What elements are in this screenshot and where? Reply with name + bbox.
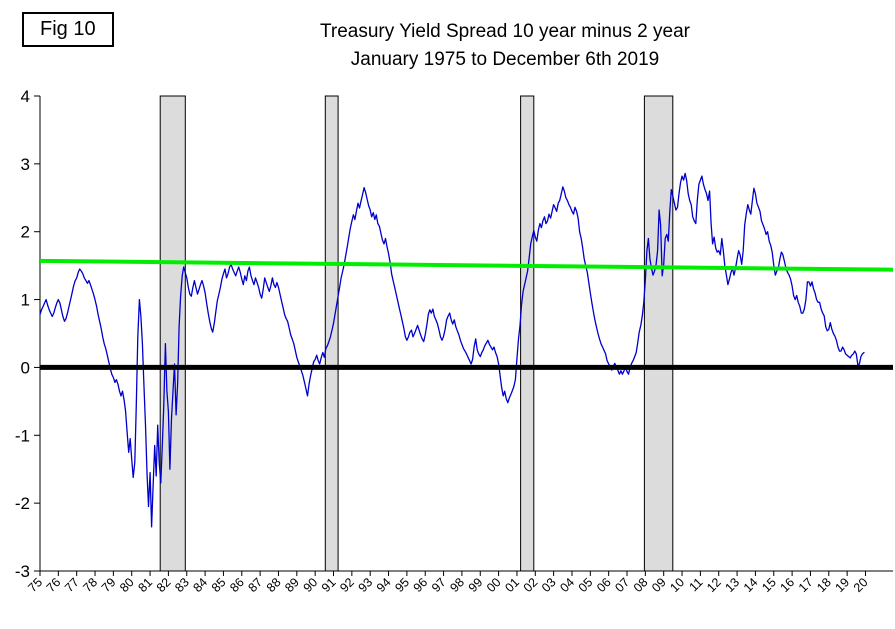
- x-axis-tick-label: 07: [612, 575, 632, 595]
- x-axis-tick-label: 16: [777, 575, 797, 595]
- x-axis-tick-label: 87: [245, 575, 265, 595]
- x-axis-tick-label: 84: [190, 575, 210, 595]
- x-axis-tick-label: 14: [741, 575, 761, 595]
- y-axis-tick-label: -2: [15, 494, 30, 513]
- x-axis-tick-label: 78: [80, 575, 100, 595]
- x-axis-tick-label: 08: [631, 575, 651, 595]
- x-axis-tick-label: 98: [447, 575, 467, 595]
- x-axis-tick-label: 17: [796, 575, 816, 595]
- y-axis-tick-label: -1: [15, 426, 30, 445]
- x-axis-tick-label: 93: [356, 575, 376, 595]
- x-axis-tick-label: 96: [411, 575, 431, 595]
- x-axis-tick-label: 99: [466, 575, 486, 595]
- x-axis-tick-label: 88: [264, 575, 284, 595]
- trend-line: [39, 258, 894, 272]
- x-axis-tick-label: 15: [759, 575, 779, 595]
- recession-band: [520, 95, 535, 572]
- x-axis-tick-label: 92: [337, 575, 357, 595]
- x-axis-tick-label: 06: [594, 575, 614, 595]
- x-axis-tick-label: 01: [502, 575, 522, 595]
- x-axis-tick-label: 09: [649, 575, 669, 595]
- recession-band: [159, 95, 186, 572]
- x-axis-tick-label: 89: [282, 575, 302, 595]
- x-axis-tick-label: 13: [722, 575, 742, 595]
- x-axis-tick-label: 19: [832, 575, 852, 595]
- x-axis-tick-label: 97: [429, 575, 449, 595]
- x-axis-tick-label: 94: [374, 575, 394, 595]
- x-axis-tick-label: 20: [851, 575, 871, 595]
- y-axis-tick-label: 1: [21, 291, 30, 310]
- x-axis-tick-label: 79: [99, 575, 119, 595]
- x-axis-tick-label: 85: [209, 575, 229, 595]
- x-axis-tick-label: 91: [319, 575, 339, 595]
- chart-title: Treasury Yield Spread 10 year minus 2 ye…: [115, 18, 895, 74]
- chart-title-line1: Treasury Yield Spread 10 year minus 2 ye…: [320, 21, 690, 42]
- figure-number-box: Fig 10: [22, 12, 114, 47]
- chart-title-line2: January 1975 to December 6th 2019: [350, 49, 660, 70]
- x-axis-tick-label: 86: [227, 575, 247, 595]
- y-axis-tick-label: 0: [21, 358, 30, 377]
- x-axis-tick-label: 11: [686, 575, 705, 594]
- spread-series-line: [39, 172, 865, 528]
- y-axis-tick-label: 2: [21, 223, 30, 242]
- x-axis-tick-label: 95: [392, 575, 412, 595]
- x-axis-tick-label: 82: [154, 575, 174, 595]
- x-axis-tick-label: 05: [576, 575, 596, 595]
- x-axis-tick-label: 76: [44, 575, 64, 595]
- x-axis-tick-label: 04: [557, 575, 577, 595]
- x-axis-tick-label: 12: [704, 575, 724, 595]
- x-axis-tick-label: 10: [667, 575, 687, 595]
- recession-band: [643, 95, 674, 572]
- x-axis-tick-label: 03: [539, 575, 559, 595]
- x-axis-tick-label: 00: [484, 575, 504, 595]
- y-axis-tick-label: -3: [15, 562, 30, 581]
- x-axis-tick-label: 77: [62, 575, 82, 595]
- x-axis-tick-label: 83: [172, 575, 192, 595]
- x-axis-tick-label: 80: [117, 575, 137, 595]
- x-axis-tick-label: 90: [301, 575, 321, 595]
- y-axis-tick-label: 4: [21, 87, 30, 106]
- x-axis-tick-label: 02: [521, 575, 541, 595]
- y-axis-tick-label: 3: [21, 155, 30, 174]
- figure-number-label: Fig 10: [40, 18, 96, 40]
- x-axis-tick-label: 18: [814, 575, 834, 595]
- x-axis-tick-label: 81: [135, 575, 155, 595]
